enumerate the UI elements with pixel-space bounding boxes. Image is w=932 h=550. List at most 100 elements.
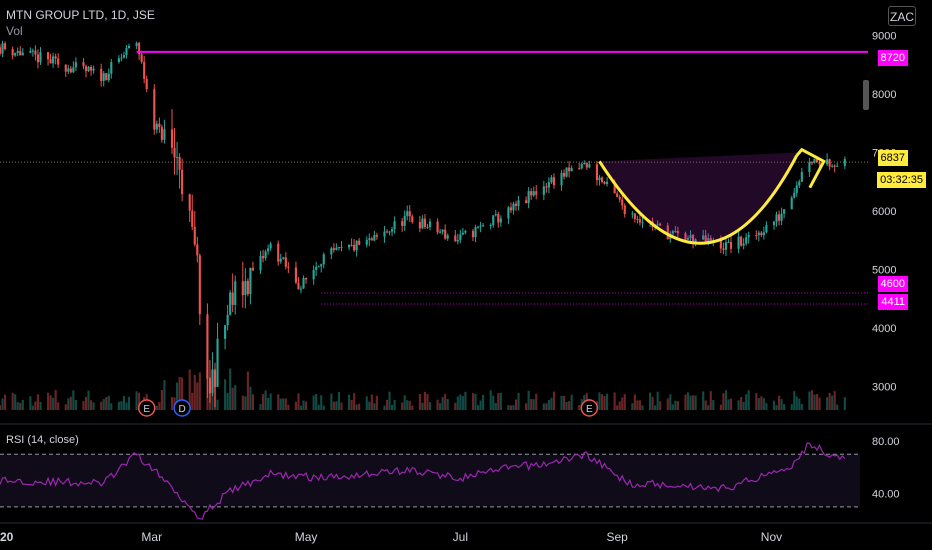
volume-bar <box>317 404 320 410</box>
volume-bar <box>163 380 166 410</box>
candle-body <box>613 181 616 194</box>
candle-body <box>211 369 214 394</box>
candle-body <box>264 251 267 259</box>
volume-bar <box>122 395 126 410</box>
volume-bar <box>666 398 669 410</box>
candle-body <box>530 191 533 196</box>
candle-body <box>780 213 783 221</box>
y-tick-label: 3000 <box>872 382 896 394</box>
candle-body <box>719 239 722 249</box>
volume-bar <box>613 392 616 410</box>
price-scale-handle[interactable] <box>863 80 869 110</box>
volume-bar <box>64 404 67 410</box>
volume-bar <box>267 397 270 410</box>
candle-body <box>742 243 745 246</box>
candle-body <box>603 181 606 184</box>
candle-body <box>332 248 335 251</box>
currency-button[interactable]: ZAC <box>888 6 916 26</box>
volume-bar <box>16 402 19 410</box>
candle-body <box>350 244 353 246</box>
candle-body <box>709 238 712 243</box>
volume-bar <box>598 392 601 410</box>
volume-bar <box>19 402 22 410</box>
candle-body <box>562 172 566 177</box>
candle-body <box>568 167 571 172</box>
candle-body <box>808 162 811 172</box>
volume-bar <box>347 394 351 410</box>
volume-bar <box>456 396 459 410</box>
candle-body <box>798 181 801 186</box>
volume-bar <box>826 397 829 410</box>
candle-body <box>406 211 409 216</box>
candle-body <box>580 163 583 169</box>
volume-bar <box>684 394 687 410</box>
volume-bar <box>246 371 249 410</box>
candle-body <box>365 239 368 245</box>
volume-bar <box>831 395 834 410</box>
candle-body <box>216 338 219 387</box>
volume-bar <box>100 401 103 410</box>
candle-body <box>315 266 318 270</box>
volume-bar <box>282 398 285 410</box>
candle-body <box>390 229 394 232</box>
volume-bar <box>428 402 432 410</box>
volume-bar <box>365 396 368 410</box>
volume-bar <box>762 398 765 410</box>
candle-body <box>385 231 389 233</box>
volume-bar <box>568 401 571 410</box>
volume-bar <box>3 394 7 410</box>
candle-body <box>213 369 217 387</box>
volume-bar <box>578 405 581 410</box>
volume-bar <box>251 394 255 410</box>
candle-body <box>441 229 444 232</box>
volume-bar <box>775 405 778 410</box>
candle-body <box>689 235 692 239</box>
candle-body <box>39 52 42 63</box>
volume-label: Vol <box>6 24 23 38</box>
volume-bar <box>84 396 88 410</box>
volume-bar <box>193 374 196 410</box>
candle-body <box>74 62 77 68</box>
candle-body <box>694 239 697 244</box>
candle-body <box>813 158 816 163</box>
event-marker <box>137 399 156 417</box>
candle-body <box>656 223 659 225</box>
volume-bar <box>798 398 801 410</box>
rsi-panel <box>0 423 932 520</box>
volume-bar <box>388 391 391 410</box>
candle-body <box>729 242 733 249</box>
candle-body <box>110 62 113 74</box>
candle-body <box>143 61 146 79</box>
event-label: E <box>586 404 593 415</box>
candle-body <box>302 277 305 289</box>
volume-bar <box>808 391 811 410</box>
candle-body <box>320 264 323 267</box>
candle-body <box>423 218 427 227</box>
candle-body <box>196 244 199 256</box>
x-tick-label: Mar <box>141 530 162 544</box>
candle-body <box>46 52 50 60</box>
candle-body <box>578 168 581 170</box>
candle-body <box>621 199 624 206</box>
volume-bar <box>241 395 244 410</box>
candle-body <box>800 171 803 182</box>
volume-bar <box>562 395 566 410</box>
volume-bar <box>843 397 846 410</box>
volume-bar <box>198 372 201 410</box>
candle-body <box>82 62 85 67</box>
volume-bar <box>545 403 548 410</box>
candle-body <box>401 221 404 226</box>
candle-body <box>691 235 695 244</box>
volume-bar <box>330 393 333 410</box>
candle-body <box>418 222 421 229</box>
candle-body <box>707 238 710 243</box>
volume-bar <box>507 405 510 410</box>
event-marker <box>173 399 191 417</box>
candle-body <box>676 230 679 234</box>
volume-bar <box>659 401 662 410</box>
volume-bar <box>259 404 262 410</box>
volume-bar <box>436 399 439 410</box>
volume-bar <box>54 390 57 410</box>
candle-body <box>67 68 70 72</box>
